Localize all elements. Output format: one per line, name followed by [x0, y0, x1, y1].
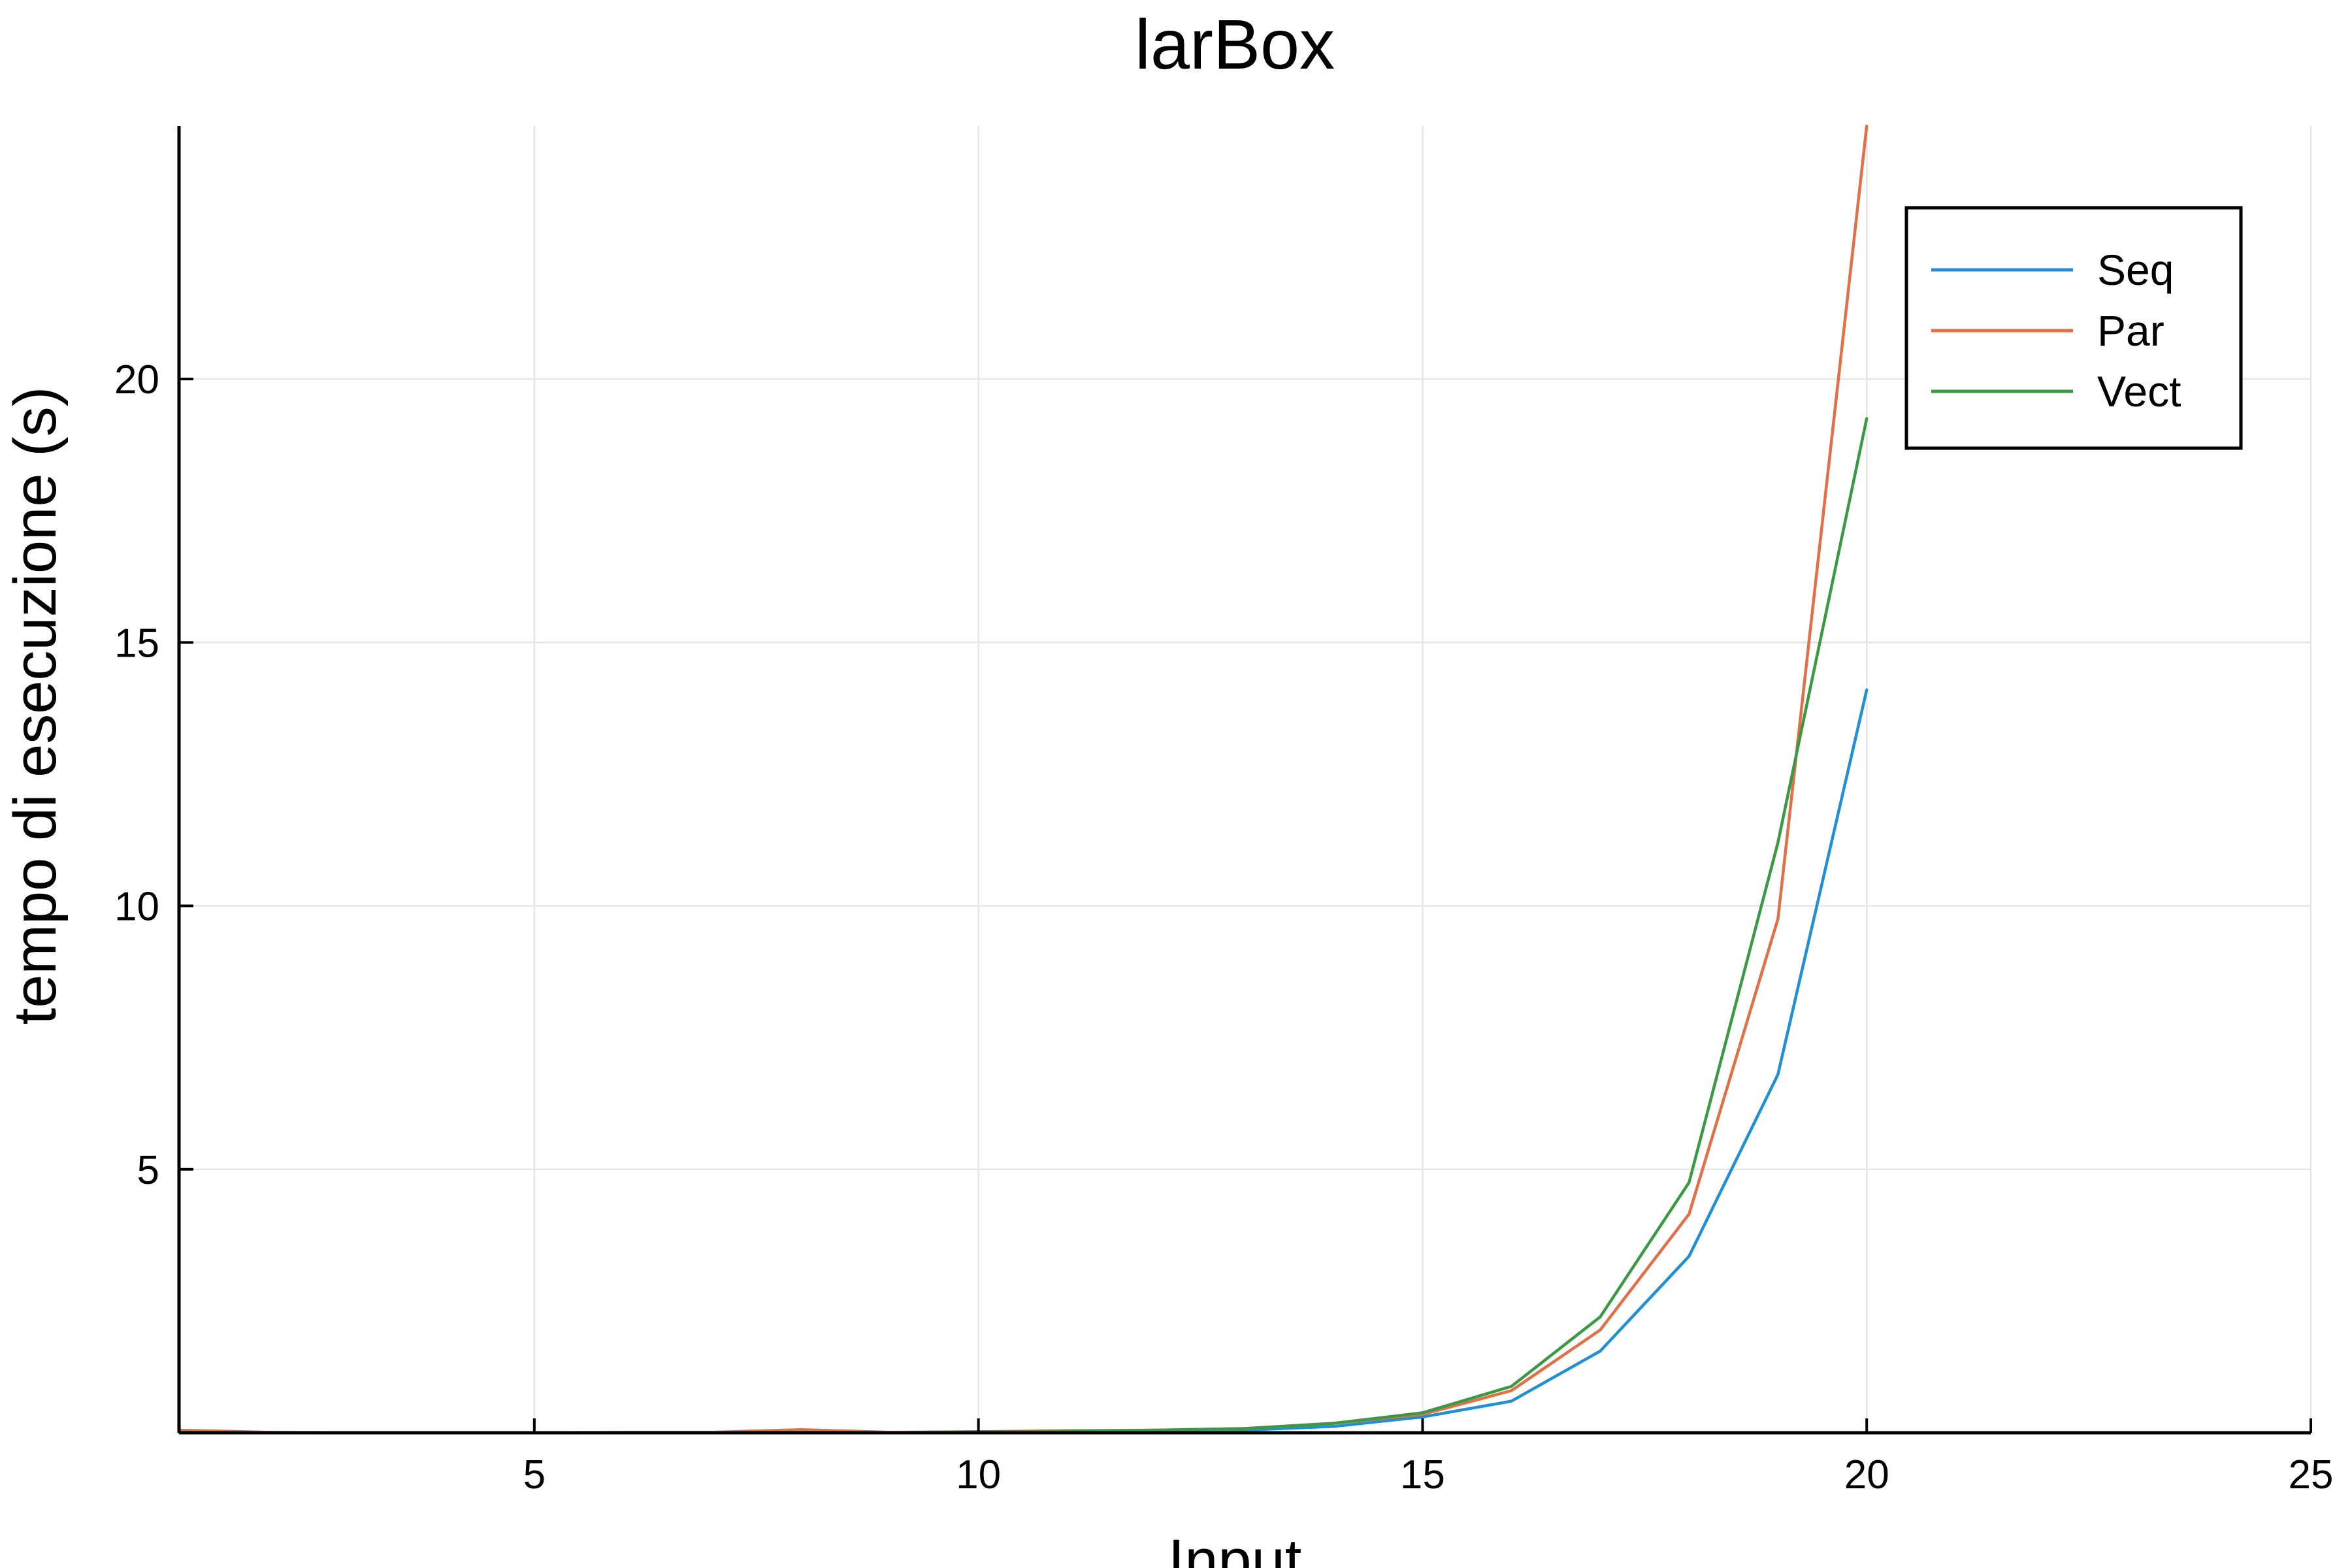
legend-label-vect: Vect — [2097, 367, 2181, 416]
legend: Seq Par Vect — [1904, 206, 2243, 450]
x-tick-label: 25 — [2289, 1452, 2334, 1497]
chart-title: larBox — [1135, 5, 1335, 84]
y-tick-label: 10 — [114, 885, 159, 930]
y-tick-label: 20 — [114, 357, 159, 402]
x-axis-label: Input — [1168, 1527, 1302, 1568]
x-tick-label: 10 — [956, 1452, 1001, 1497]
y-tick-label: 15 — [114, 621, 159, 666]
axes — [177, 126, 2312, 1435]
legend-box — [1904, 206, 2243, 450]
legend-label-seq: Seq — [2097, 246, 2174, 294]
tick-labels: 5 10 15 20 25 5 10 15 20 — [114, 357, 2333, 1497]
legend-label-par: Par — [2097, 306, 2164, 355]
x-tick-label: 20 — [1844, 1452, 1889, 1497]
y-axis-label: tempo di esecuzione (s) — [2, 387, 69, 1025]
y-tick-label: 5 — [137, 1148, 159, 1193]
x-tick-label: 15 — [1400, 1452, 1445, 1497]
x-tick-label: 5 — [523, 1452, 546, 1497]
